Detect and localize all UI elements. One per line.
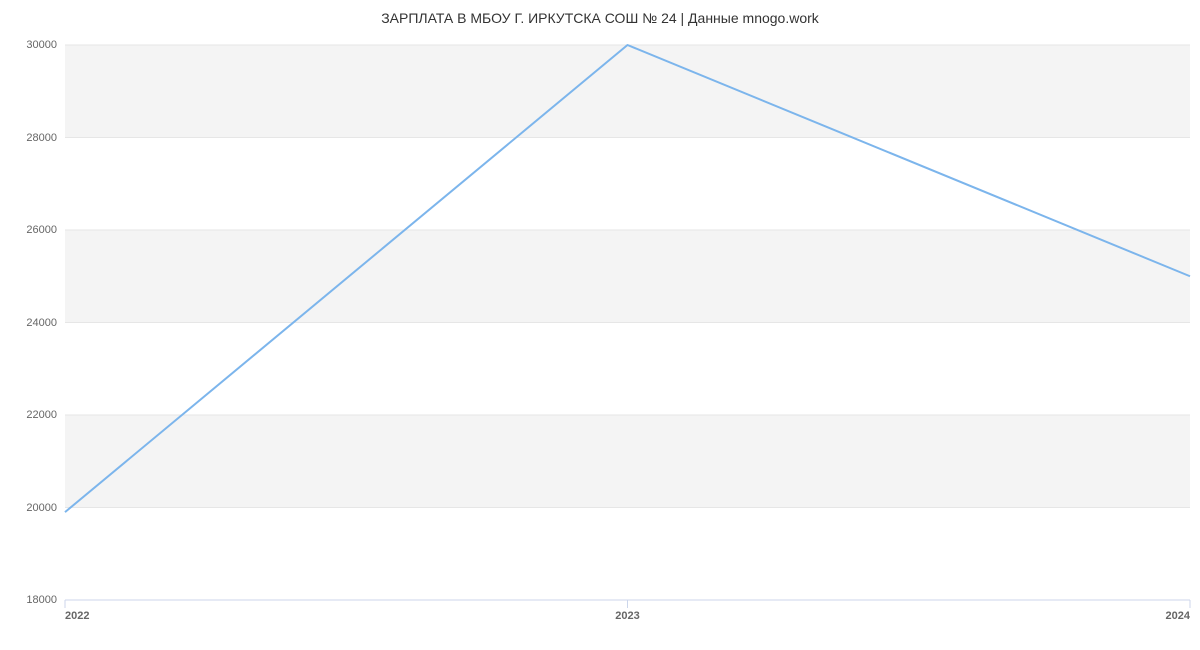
y-tick-label: 18000 [0, 594, 57, 606]
chart-title: ЗАРПЛАТА В МБОУ Г. ИРКУТСКА СОШ № 24 | Д… [0, 10, 1200, 26]
y-tick-label: 28000 [0, 132, 57, 144]
y-tick-label: 20000 [0, 502, 57, 514]
y-tick-label: 24000 [0, 317, 57, 329]
x-tick-label: 2022 [65, 610, 89, 622]
salary-line-chart: ЗАРПЛАТА В МБОУ Г. ИРКУТСКА СОШ № 24 | Д… [0, 0, 1200, 650]
y-tick-label: 22000 [0, 409, 57, 421]
plot-area [65, 45, 1190, 600]
x-tick-label: 2024 [1166, 610, 1190, 622]
y-tick-label: 30000 [0, 39, 57, 51]
plot-svg [65, 45, 1190, 610]
x-tick-label: 2023 [615, 610, 639, 622]
y-tick-label: 26000 [0, 224, 57, 236]
